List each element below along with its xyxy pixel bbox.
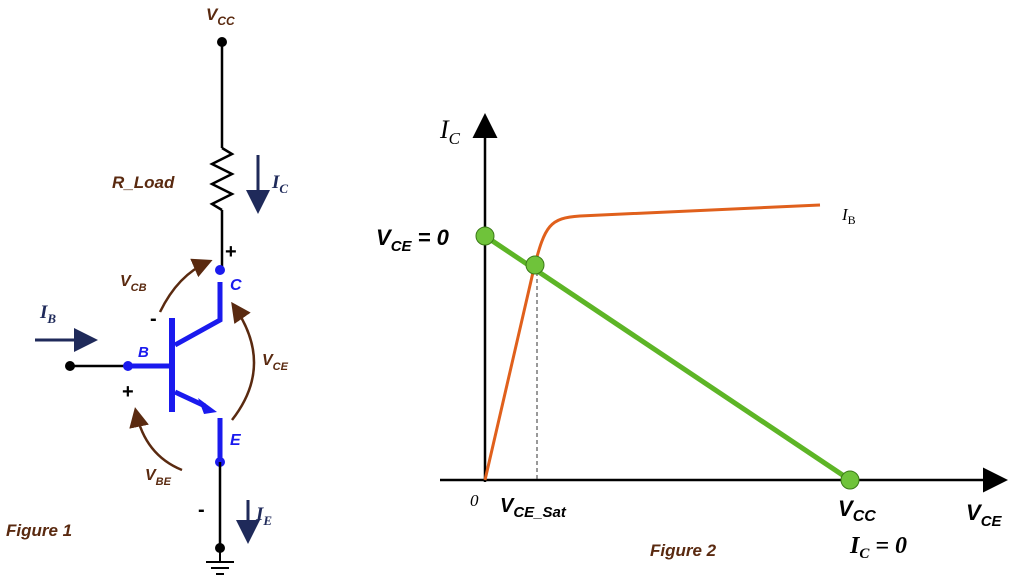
label-sub: B xyxy=(848,213,856,227)
label-rest: = 0 xyxy=(412,225,450,250)
label-main: I xyxy=(849,533,861,559)
label-sub: C xyxy=(859,546,870,562)
terminal-e: E xyxy=(230,432,242,449)
x-axis-label: VCE xyxy=(966,500,1003,530)
label-sub: CB xyxy=(131,282,147,294)
label-sub: C xyxy=(449,129,461,148)
label-main: V xyxy=(120,273,132,290)
origin-label: 0 xyxy=(470,491,479,510)
polarity: + xyxy=(225,241,237,263)
graph xyxy=(440,113,1008,493)
terminal-c: C xyxy=(230,277,242,294)
label-main: I xyxy=(841,205,849,224)
label-sub: CE_Sat xyxy=(513,504,567,521)
ib-label: IB xyxy=(39,302,56,326)
terminal-b: B xyxy=(138,344,149,361)
saturation-label: VCE_Sat xyxy=(500,495,567,521)
curve-label: IB xyxy=(841,205,856,227)
load-label: R_Load xyxy=(112,173,175,192)
label-main: I xyxy=(255,504,264,525)
vce-label: VCE xyxy=(262,352,289,373)
label-sub: CE xyxy=(391,238,413,255)
label-sub: CE xyxy=(981,513,1003,530)
label-rest: = 0 xyxy=(869,533,907,559)
label-main: I xyxy=(271,172,280,193)
ie-label: IE xyxy=(255,504,272,528)
label-sub: E xyxy=(262,513,272,528)
vbe-label: VBE xyxy=(145,467,172,488)
label-sub: C xyxy=(279,181,288,196)
label-main: V xyxy=(500,495,515,517)
polarity: + xyxy=(122,381,134,403)
circuit xyxy=(35,37,270,575)
label-main: V xyxy=(206,5,219,24)
label-main: I xyxy=(39,302,48,323)
label-sub: CC xyxy=(217,14,235,28)
polarity: - xyxy=(150,308,157,330)
figure-caption: Figure 1 xyxy=(6,521,72,540)
figure-caption: Figure 2 xyxy=(650,541,717,560)
supply-label: VCC xyxy=(206,5,235,28)
label-main: V xyxy=(262,352,274,369)
left-point-label: VCE = 0 xyxy=(376,225,450,255)
label-sub: B xyxy=(46,311,56,326)
ic-label: IC xyxy=(271,172,288,196)
label-main: V xyxy=(376,225,393,250)
cutoff-current-label: IC = 0 xyxy=(849,533,907,562)
label-sub: BE xyxy=(156,476,172,488)
label-main: I xyxy=(439,115,450,144)
cutoff-voltage-label: VCC xyxy=(838,496,876,525)
label-main: V xyxy=(145,467,157,484)
y-axis-label: IC xyxy=(439,115,461,148)
label-sub: CE xyxy=(273,361,289,373)
label-main: V xyxy=(966,500,983,525)
polarity: - xyxy=(198,499,205,521)
vcb-label: VCB xyxy=(120,273,147,294)
label-main: V xyxy=(838,496,855,521)
label-sub: CC xyxy=(853,508,877,525)
